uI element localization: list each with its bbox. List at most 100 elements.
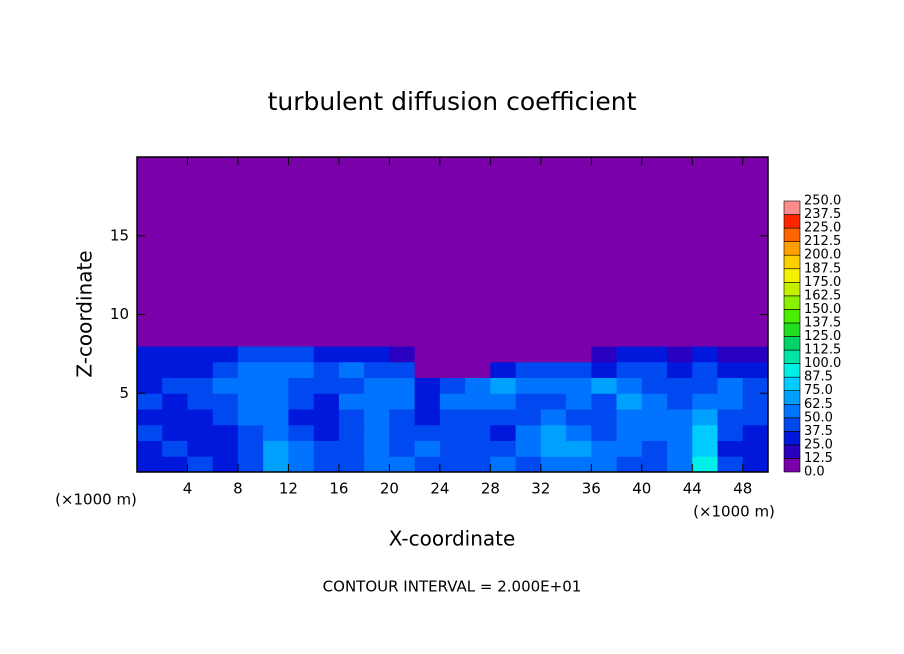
cell — [364, 330, 390, 347]
cell — [641, 298, 668, 315]
cell — [439, 188, 466, 205]
colorbar-label: 62.5 — [804, 397, 833, 412]
cell — [692, 409, 719, 426]
cell — [389, 393, 416, 410]
cell — [515, 393, 542, 410]
cell — [237, 235, 264, 252]
colorbar-label: 162.5 — [804, 288, 841, 303]
cell — [742, 361, 769, 378]
cell — [263, 267, 289, 284]
cell — [263, 393, 289, 410]
cell — [515, 377, 542, 394]
cell — [187, 393, 214, 410]
cell — [692, 172, 719, 189]
cell — [212, 346, 239, 363]
cell — [414, 251, 441, 268]
cell — [667, 204, 693, 221]
cell — [641, 267, 668, 284]
cell — [414, 298, 441, 315]
cell — [490, 330, 517, 347]
cell — [490, 314, 517, 331]
cell — [414, 267, 441, 284]
x-axis-label: X-coordinate — [389, 527, 516, 551]
x-tick-label: 48 — [733, 480, 752, 498]
cell — [515, 251, 542, 268]
cell — [212, 157, 239, 174]
cell — [641, 409, 668, 426]
cell — [288, 440, 315, 457]
cell — [212, 188, 239, 205]
cell — [162, 424, 188, 441]
y-tick-label: 10 — [110, 305, 129, 323]
cell — [263, 204, 289, 221]
colorbar-bin — [783, 444, 801, 459]
cell — [591, 377, 618, 394]
cell — [591, 424, 618, 441]
cell — [566, 220, 592, 237]
cell — [237, 409, 264, 426]
colorbar-bin — [783, 214, 801, 229]
cell — [313, 424, 340, 441]
cell — [515, 283, 542, 300]
x-unit: (×1000 m) — [693, 503, 775, 521]
cell — [137, 314, 163, 331]
cell — [389, 267, 416, 284]
cell — [187, 346, 214, 363]
y-axis-label: Z-coordinate — [73, 250, 97, 377]
cell — [288, 393, 315, 410]
cell — [389, 409, 416, 426]
cell — [137, 172, 163, 189]
cell — [717, 330, 744, 347]
cell — [616, 172, 643, 189]
cell — [490, 235, 517, 252]
colorbar-label: 0.0 — [804, 465, 825, 480]
cell — [591, 440, 618, 457]
cell — [566, 424, 592, 441]
cell — [187, 298, 214, 315]
cell — [616, 251, 643, 268]
cell — [667, 267, 693, 284]
cell — [616, 267, 643, 284]
cell — [137, 267, 163, 284]
cell — [137, 235, 163, 252]
cell — [364, 377, 390, 394]
cell — [389, 157, 416, 174]
cell — [566, 361, 592, 378]
cell — [717, 314, 744, 331]
cell — [591, 314, 618, 331]
cell — [288, 424, 315, 441]
colorbar-label: 87.5 — [804, 370, 833, 385]
cell — [465, 314, 491, 331]
x-tick-label: 36 — [582, 480, 601, 498]
colorbar-label: 250.0 — [804, 194, 841, 209]
cell — [692, 314, 719, 331]
colorbar-bin — [783, 417, 801, 432]
cell — [742, 456, 769, 473]
cell — [313, 314, 340, 331]
cell — [338, 377, 365, 394]
cell — [566, 172, 592, 189]
cell — [566, 377, 592, 394]
colorbar-bin — [783, 322, 801, 337]
cell — [212, 172, 239, 189]
cell — [439, 251, 466, 268]
cell — [490, 251, 517, 268]
cell — [263, 220, 289, 237]
cell — [338, 330, 365, 347]
cell — [717, 424, 744, 441]
cell — [162, 409, 188, 426]
cell — [288, 346, 315, 363]
cell — [465, 330, 491, 347]
cell — [515, 220, 542, 237]
cell — [439, 235, 466, 252]
cell — [667, 172, 693, 189]
cell — [540, 424, 567, 441]
cell — [566, 346, 592, 363]
cell — [591, 346, 618, 363]
cell — [540, 377, 567, 394]
cell — [641, 424, 668, 441]
cell — [338, 157, 365, 174]
cell — [364, 220, 390, 237]
cell — [591, 235, 618, 252]
